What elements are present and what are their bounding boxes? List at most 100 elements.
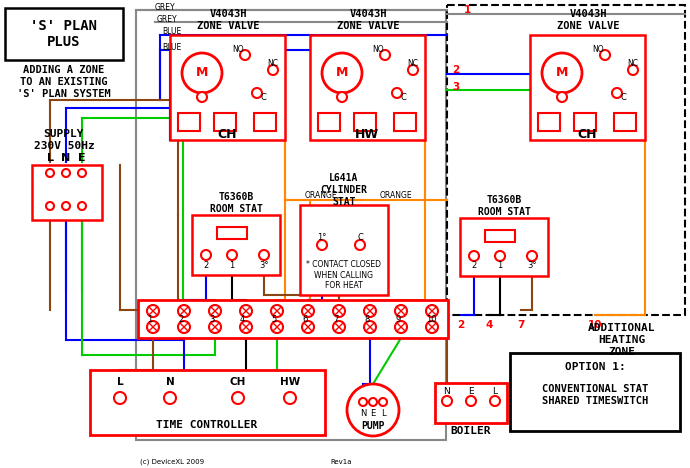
Bar [318, 113, 340, 131]
Circle shape [147, 305, 159, 317]
Circle shape [628, 65, 638, 75]
Circle shape [271, 321, 283, 333]
Text: BLUE: BLUE [162, 43, 181, 51]
Bar [614, 113, 636, 131]
Text: (c) DeviceXL 2009: (c) DeviceXL 2009 [140, 459, 204, 465]
Text: 2: 2 [457, 320, 464, 330]
Circle shape [442, 396, 452, 406]
Text: C: C [260, 93, 266, 102]
Text: 3: 3 [452, 82, 460, 92]
Text: 6: 6 [302, 314, 307, 323]
Text: V4043H
ZONE VALVE: V4043H ZONE VALVE [197, 9, 259, 31]
Bar [435, 383, 507, 423]
Circle shape [333, 321, 345, 333]
Text: 9: 9 [395, 314, 400, 323]
Circle shape [317, 240, 327, 250]
Circle shape [240, 305, 252, 317]
Circle shape [46, 202, 54, 210]
Text: Rev1a: Rev1a [330, 459, 351, 465]
Text: BOILER: BOILER [451, 426, 491, 436]
Text: 2: 2 [471, 262, 477, 271]
Circle shape [395, 305, 407, 317]
Text: E: E [469, 387, 474, 395]
Circle shape [359, 398, 367, 406]
Circle shape [240, 50, 250, 60]
Circle shape [78, 169, 86, 177]
Circle shape [302, 305, 314, 317]
Circle shape [333, 305, 345, 317]
Bar [214, 113, 236, 131]
Text: ORANGE: ORANGE [305, 191, 337, 200]
Text: BLUE: BLUE [162, 28, 181, 37]
Circle shape [408, 65, 418, 75]
Circle shape [201, 250, 211, 260]
Circle shape [62, 169, 70, 177]
Text: 2: 2 [204, 261, 208, 270]
Circle shape [364, 305, 376, 317]
Text: 1: 1 [229, 261, 235, 270]
Text: M: M [556, 66, 568, 80]
Bar [460, 218, 548, 276]
Bar [574, 113, 596, 131]
Circle shape [147, 321, 159, 333]
Text: 3°: 3° [259, 261, 268, 270]
Text: NC: NC [627, 58, 638, 67]
Circle shape [490, 396, 500, 406]
Text: M: M [196, 66, 208, 80]
Text: ADDING A ZONE
TO AN EXISTING
'S' PLAN SYSTEM: ADDING A ZONE TO AN EXISTING 'S' PLAN SY… [17, 66, 111, 99]
Text: NO: NO [372, 45, 384, 54]
Bar [538, 113, 560, 131]
Text: ADDITIONAL
HEATING
ZONE: ADDITIONAL HEATING ZONE [589, 323, 655, 357]
Text: 3°: 3° [527, 262, 537, 271]
Circle shape [209, 321, 221, 333]
Circle shape [369, 398, 377, 406]
Circle shape [164, 392, 176, 404]
Circle shape [271, 305, 283, 317]
Circle shape [337, 92, 347, 102]
Text: L: L [493, 387, 497, 395]
Bar [447, 5, 685, 315]
Text: 3: 3 [209, 314, 215, 323]
Text: SUPPLY
230V 50Hz: SUPPLY 230V 50Hz [34, 129, 95, 151]
Bar [178, 113, 200, 131]
Text: 10: 10 [426, 314, 437, 323]
Text: E: E [78, 153, 86, 163]
Text: T6360B
ROOM STAT: T6360B ROOM STAT [477, 195, 531, 217]
Text: L: L [46, 153, 54, 163]
Text: L: L [117, 377, 124, 387]
Circle shape [240, 321, 252, 333]
Bar [485, 230, 515, 242]
Text: NO: NO [233, 45, 244, 54]
Text: 4: 4 [240, 314, 245, 323]
Text: N: N [166, 377, 175, 387]
Text: L: L [381, 410, 385, 418]
Text: CH: CH [578, 129, 597, 141]
Bar [32, 165, 102, 220]
Text: 2: 2 [452, 65, 460, 75]
Text: 7: 7 [518, 320, 524, 330]
Text: NC: NC [268, 58, 279, 67]
Text: M: M [336, 66, 348, 80]
Bar [530, 35, 645, 140]
Bar [136, 10, 446, 440]
Circle shape [302, 321, 314, 333]
Circle shape [182, 53, 222, 93]
Text: T6360B
ROOM STAT: T6360B ROOM STAT [210, 192, 262, 214]
Bar [254, 113, 276, 131]
Text: 4: 4 [485, 320, 493, 330]
Bar [192, 215, 280, 275]
Bar [354, 113, 376, 131]
Circle shape [62, 202, 70, 210]
Text: 5: 5 [271, 314, 276, 323]
Bar [394, 113, 416, 131]
Circle shape [426, 305, 438, 317]
Circle shape [114, 392, 126, 404]
Text: 1: 1 [464, 5, 471, 15]
Text: 1°: 1° [317, 233, 326, 241]
Circle shape [527, 251, 537, 261]
Text: OPTION 1:: OPTION 1: [564, 362, 625, 372]
Circle shape [612, 88, 622, 98]
Text: N: N [61, 153, 70, 163]
Circle shape [466, 396, 476, 406]
Text: N: N [444, 387, 451, 395]
